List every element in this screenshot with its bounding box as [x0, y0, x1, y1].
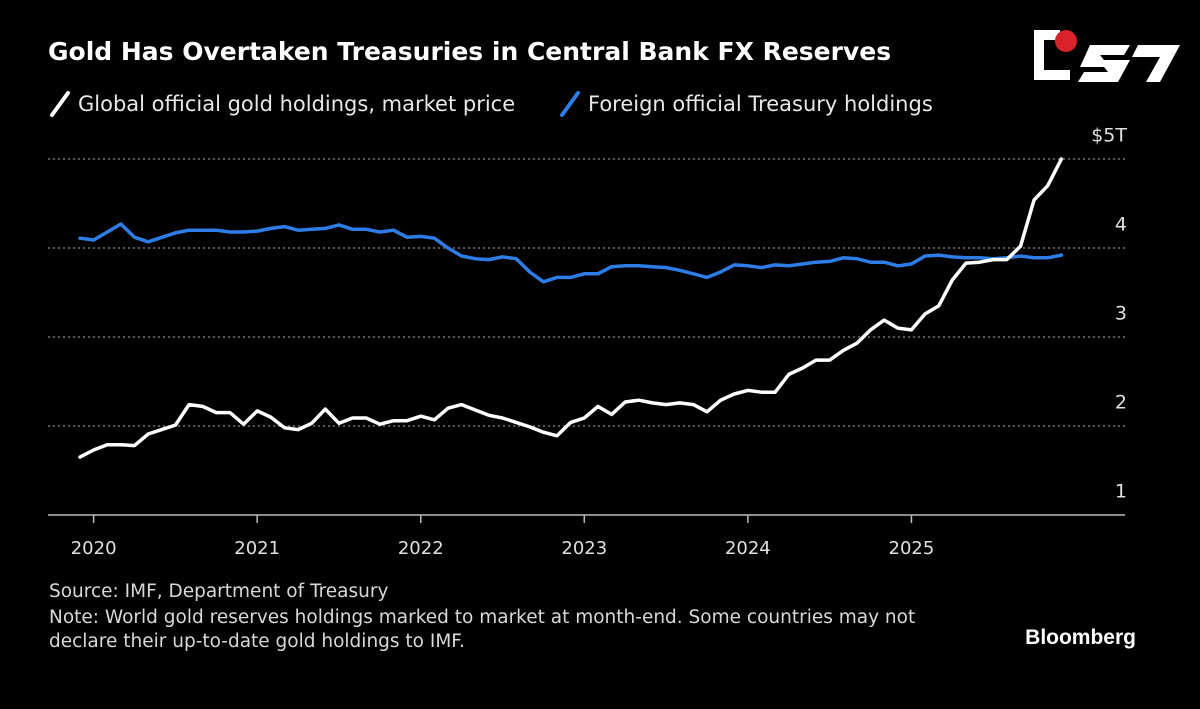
- brand: Bloomberg: [1025, 626, 1136, 649]
- x-tick-label: 2021: [234, 538, 280, 559]
- y-tick-label: 3: [1115, 303, 1127, 325]
- legend-swatch: [560, 91, 580, 117]
- x-tick-label: 2024: [725, 538, 771, 559]
- chart-title: Gold Has Overtaken Treasuries in Central…: [48, 37, 891, 66]
- legend-label: Foreign official Treasury holdings: [588, 92, 933, 116]
- x-tick-label: 2023: [561, 538, 607, 559]
- y-tick-label: $5T: [1091, 125, 1127, 147]
- note: Note: World gold reserves holdings marke…: [49, 607, 916, 652]
- source: Source: IMF, Department of Treasury: [49, 581, 389, 602]
- x-tick-label: 2022: [398, 538, 444, 559]
- legend-swatch: [50, 91, 70, 117]
- line-series: [78, 222, 1064, 284]
- y-tick-label: 2: [1115, 392, 1127, 414]
- x-tick-label: 2025: [889, 538, 935, 559]
- legend-label: Global official gold holdings, market pr…: [78, 92, 515, 116]
- line-series: [78, 157, 1064, 459]
- y-tick-label: 4: [1115, 214, 1127, 236]
- logo: [1034, 30, 1180, 82]
- y-tick-label: 1: [1115, 481, 1127, 503]
- x-tick-label: 2020: [71, 538, 117, 559]
